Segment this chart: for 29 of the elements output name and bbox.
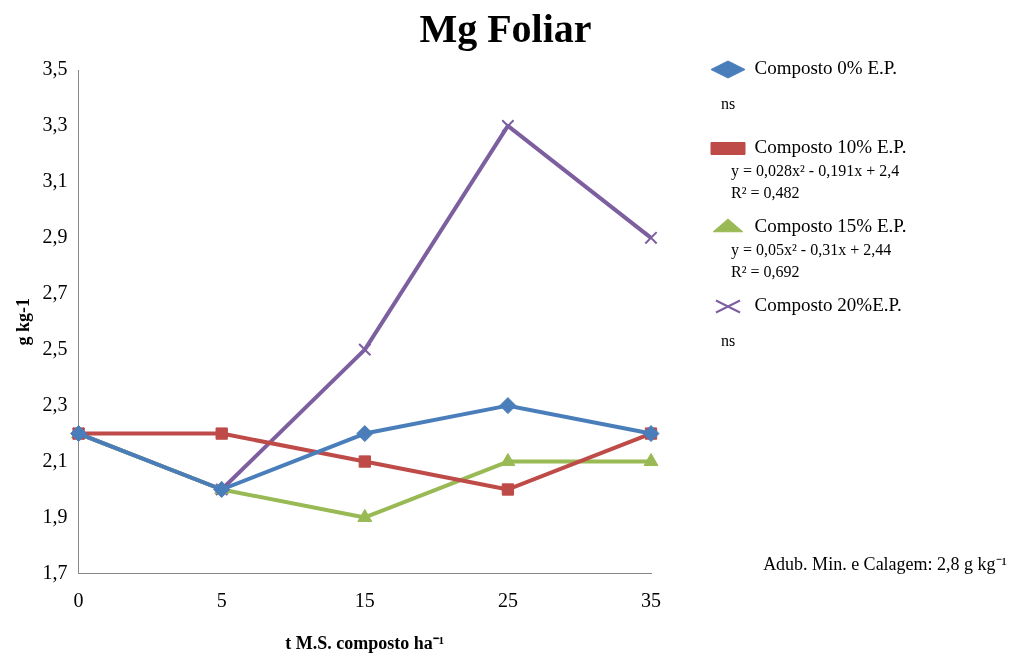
text: ns <box>721 95 736 113</box>
text: R² = 0,692 <box>731 263 800 281</box>
legend-label: Composto 0% E.P. <box>754 57 898 79</box>
y-tick-label: 2,9 <box>42 225 68 248</box>
x-tick-label: 15 <box>354 588 375 611</box>
legend-label: Composto 20%E.P. <box>754 294 902 316</box>
x-tick-label: 25 <box>497 588 518 611</box>
x-tick-label: 35 <box>641 588 661 611</box>
text: Adub. Min. e Calagem: 2,8 g kg⁻¹ <box>763 554 1007 575</box>
x-axis-title: t M.S. composto ha⁻¹ <box>285 632 445 653</box>
legend-label: Composto 10% E.P. <box>754 136 907 158</box>
x-tick-label: 5 <box>216 588 227 611</box>
text: y = 0,028x² - 0,191x + 2,4 <box>731 162 900 181</box>
text: ns <box>721 332 736 350</box>
text: y = 0,05x² - 0,31x + 2,44 <box>731 241 892 260</box>
y-tick-label: 2,3 <box>42 392 68 415</box>
y-tick-label: 1,9 <box>42 504 68 527</box>
chart-title: Mg Foliar <box>419 6 592 52</box>
text: R² = 0,482 <box>731 184 800 202</box>
y-tick-label: 2,5 <box>42 336 68 359</box>
y-tick-label: 1,7 <box>42 560 68 583</box>
y-tick-label: 3,5 <box>42 57 68 80</box>
y-tick-label: 3,3 <box>42 113 68 136</box>
y-tick-label: 2,7 <box>42 280 68 303</box>
y-axis-title: g kg-1 <box>13 297 34 346</box>
y-tick-label: 3,1 <box>42 169 68 192</box>
x-tick-label: 0 <box>73 588 84 611</box>
y-tick-label: 2,1 <box>42 448 68 471</box>
legend-label: Composto 15% E.P. <box>754 215 907 237</box>
